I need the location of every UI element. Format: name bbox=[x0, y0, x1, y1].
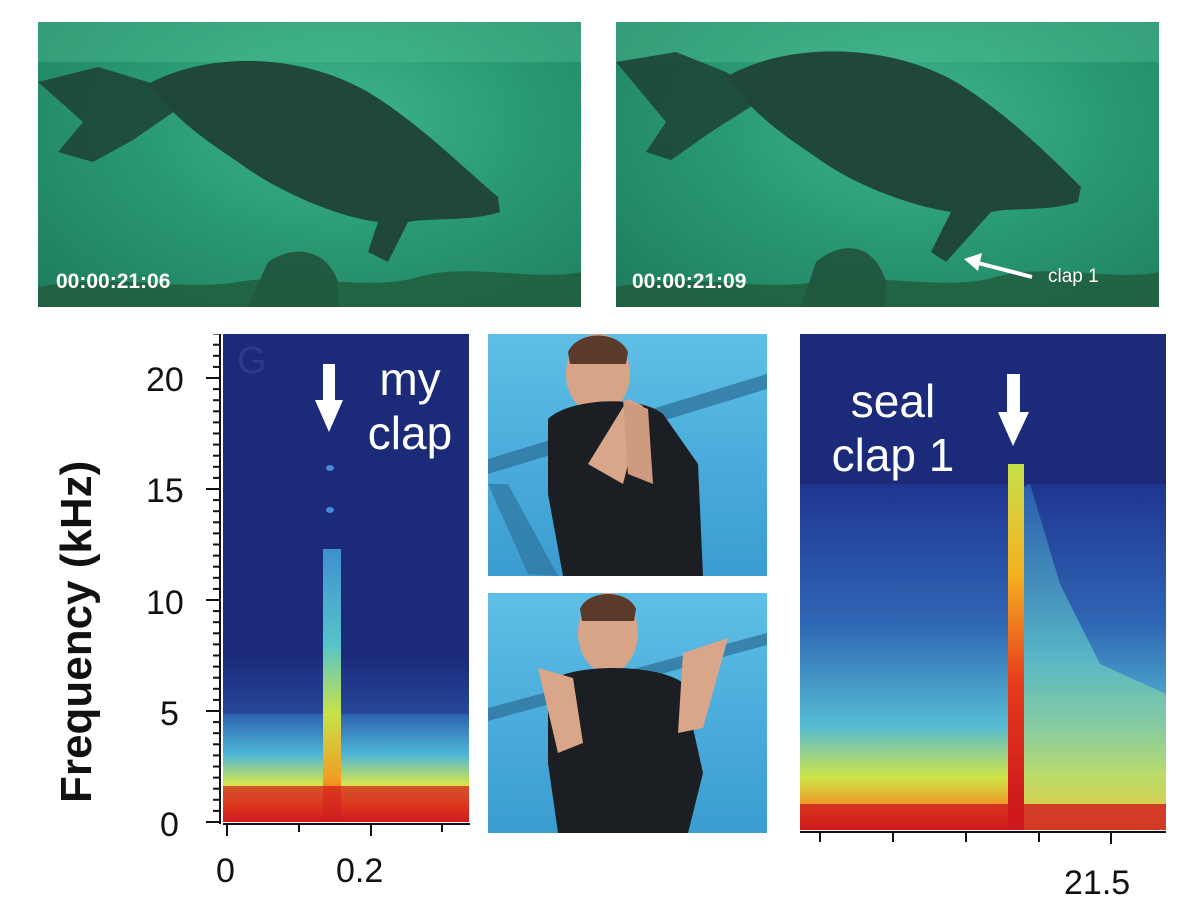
seal-illustration bbox=[616, 22, 1159, 307]
diver-photo-hands-apart bbox=[488, 593, 767, 833]
spectrogram-heatmap bbox=[223, 364, 469, 822]
x-tick-label: 0 bbox=[216, 852, 235, 890]
down-arrow-icon bbox=[998, 374, 1029, 446]
y-tick-label: 15 bbox=[146, 472, 184, 510]
timecode-label: 00:00:21:09 bbox=[632, 270, 747, 293]
seal-photo-frame-2: 00:00:21:09 clap 1 bbox=[616, 22, 1159, 307]
down-arrow-icon bbox=[315, 364, 343, 432]
spectrogram-my-clap: G my clap bbox=[223, 334, 469, 822]
label-line: clap 1 bbox=[831, 429, 955, 481]
clap-annotation: clap 1 bbox=[1048, 266, 1099, 287]
timecode-label: 00:00:21:06 bbox=[56, 270, 171, 293]
diver-illustration bbox=[488, 334, 767, 576]
my-clap-label: my clap bbox=[355, 352, 465, 460]
y-tick-label: 0 bbox=[160, 806, 179, 844]
x-axis-left bbox=[223, 823, 470, 836]
y-tick-label: 5 bbox=[160, 695, 179, 733]
x-tick-label: 21.5 bbox=[1064, 864, 1131, 902]
seal-illustration bbox=[38, 22, 581, 307]
label-line: seal bbox=[850, 375, 936, 427]
diver-illustration bbox=[488, 593, 767, 833]
label-line: my bbox=[379, 353, 441, 405]
y-tick-label: 20 bbox=[146, 361, 184, 399]
diver-photo-hands-together bbox=[488, 334, 767, 576]
watermark-letter: G bbox=[237, 340, 267, 382]
y-tick-label: 10 bbox=[146, 584, 184, 622]
label-line: clap bbox=[367, 407, 453, 459]
y-axis-label: Frequency (kHz) bbox=[52, 460, 101, 803]
y-axis bbox=[206, 334, 221, 824]
spectrogram-seal-clap: seal clap 1 bbox=[800, 334, 1166, 830]
x-axis-right bbox=[800, 831, 1166, 844]
seal-clap-label: seal clap 1 bbox=[818, 374, 968, 482]
x-tick-label: 0.2 bbox=[336, 852, 384, 890]
spectrogram-heatmap bbox=[800, 374, 1166, 830]
seal-photo-frame-1: 00:00:21:06 bbox=[38, 22, 581, 307]
arrow-icon bbox=[964, 253, 1033, 279]
